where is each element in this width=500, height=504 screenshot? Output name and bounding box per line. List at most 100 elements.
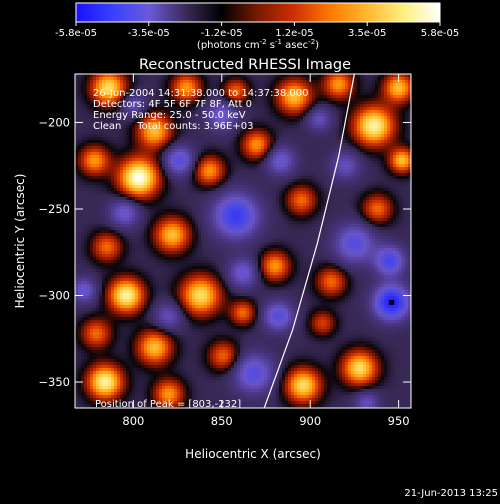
heatmap-cell	[174, 80, 177, 83]
heatmap-cell	[345, 188, 348, 191]
heatmap-cell	[357, 131, 360, 134]
heatmap-cell	[99, 188, 102, 191]
heatmap-cell	[378, 158, 381, 161]
heatmap-cell	[180, 179, 183, 182]
heatmap-cell	[111, 152, 114, 155]
heatmap-cell	[270, 146, 273, 149]
heatmap-cell	[189, 185, 192, 188]
heatmap-cell	[93, 203, 96, 206]
heatmap-cell	[93, 134, 96, 137]
heatmap-cell	[228, 185, 231, 188]
heatmap-cell	[237, 134, 240, 137]
heatmap-cell	[189, 206, 192, 209]
heatmap-cell	[363, 143, 366, 146]
heatmap-cell	[288, 167, 291, 170]
heatmap-cell	[345, 182, 348, 185]
heatmap-cell	[315, 128, 318, 131]
heatmap-cell	[78, 179, 81, 182]
heatmap-cell	[183, 83, 186, 86]
heatmap-cell	[324, 101, 327, 104]
heatmap-cell	[282, 161, 285, 164]
heatmap-cell	[321, 140, 324, 143]
heatmap-cell	[372, 86, 375, 89]
heatmap-cell	[357, 89, 360, 92]
heatmap-cell	[285, 170, 288, 173]
heatmap-cell	[255, 134, 258, 137]
heatmap-cell	[399, 128, 402, 131]
heatmap-cell	[195, 77, 198, 80]
heatmap-cell	[267, 125, 270, 128]
heatmap-cell	[357, 149, 360, 152]
heatmap-cell	[300, 140, 303, 143]
heatmap-cell	[84, 119, 87, 122]
heatmap-cell	[102, 188, 105, 191]
heatmap-cell	[141, 197, 144, 200]
heatmap-cell	[348, 176, 351, 179]
heatmap-cell	[90, 164, 93, 167]
heatmap-cell	[150, 155, 153, 158]
heatmap-cell	[348, 86, 351, 89]
heatmap-cell	[270, 197, 273, 200]
heatmap-cell	[204, 83, 207, 86]
heatmap-cell	[153, 203, 156, 206]
heatmap-cell	[219, 170, 222, 173]
heatmap-cell	[195, 179, 198, 182]
heatmap-cell	[165, 149, 168, 152]
heatmap-cell	[294, 200, 297, 203]
heatmap-cell	[372, 80, 375, 83]
heatmap-cell	[261, 137, 264, 140]
heatmap-cell	[273, 173, 276, 176]
heatmap-cell	[141, 164, 144, 167]
heatmap-cell	[126, 140, 129, 143]
heatmap-cell	[141, 167, 144, 170]
heatmap-cell	[96, 173, 99, 176]
heatmap-cell	[297, 137, 300, 140]
heatmap-cell	[393, 179, 396, 182]
heatmap-cell	[366, 128, 369, 131]
heatmap-cell	[228, 152, 231, 155]
heatmap-cell	[318, 155, 321, 158]
heatmap-cell	[255, 149, 258, 152]
heatmap-cell	[174, 155, 177, 158]
heatmap-cell	[264, 77, 267, 80]
heatmap-cell	[219, 167, 222, 170]
heatmap-cell	[387, 137, 390, 140]
heatmap-cell	[150, 83, 153, 86]
heatmap-cell	[342, 98, 345, 101]
heatmap-cell	[132, 182, 135, 185]
heatmap-cell	[213, 143, 216, 146]
heatmap-cell	[144, 176, 147, 179]
heatmap-cell	[246, 185, 249, 188]
heatmap-cell	[132, 203, 135, 206]
heatmap-cell	[375, 158, 378, 161]
heatmap-cell	[186, 77, 189, 80]
heatmap-cell	[78, 155, 81, 158]
heatmap-cell	[360, 74, 363, 77]
heatmap-cell	[264, 194, 267, 197]
heatmap-cell	[399, 104, 402, 107]
heatmap-cell	[204, 140, 207, 143]
heatmap-cell	[354, 143, 357, 146]
heatmap-cell	[87, 182, 90, 185]
heatmap-cell	[291, 134, 294, 137]
heatmap-cell	[216, 188, 219, 191]
heatmap-cell	[174, 194, 177, 197]
heatmap-cell	[144, 80, 147, 83]
heatmap-cell	[129, 170, 132, 173]
heatmap-cell	[294, 191, 297, 194]
heatmap-cell	[363, 152, 366, 155]
heatmap-cell	[309, 128, 312, 131]
heatmap-cell	[345, 95, 348, 98]
heatmap-cell	[360, 197, 363, 200]
heatmap-cell	[336, 101, 339, 104]
heatmap-cell	[129, 152, 132, 155]
heatmap-cell	[390, 131, 393, 134]
heatmap-cell	[399, 194, 402, 197]
heatmap-cell	[291, 149, 294, 152]
heatmap-cell	[258, 134, 261, 137]
heatmap-cell	[336, 185, 339, 188]
heatmap-cell	[393, 149, 396, 152]
heatmap-cell	[87, 155, 90, 158]
heatmap-cell	[285, 104, 288, 107]
heatmap-cell	[123, 140, 126, 143]
